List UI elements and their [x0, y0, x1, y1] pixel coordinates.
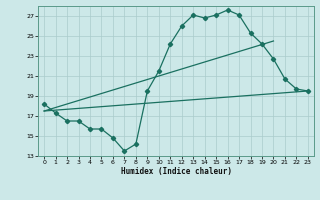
X-axis label: Humidex (Indice chaleur): Humidex (Indice chaleur) — [121, 167, 231, 176]
